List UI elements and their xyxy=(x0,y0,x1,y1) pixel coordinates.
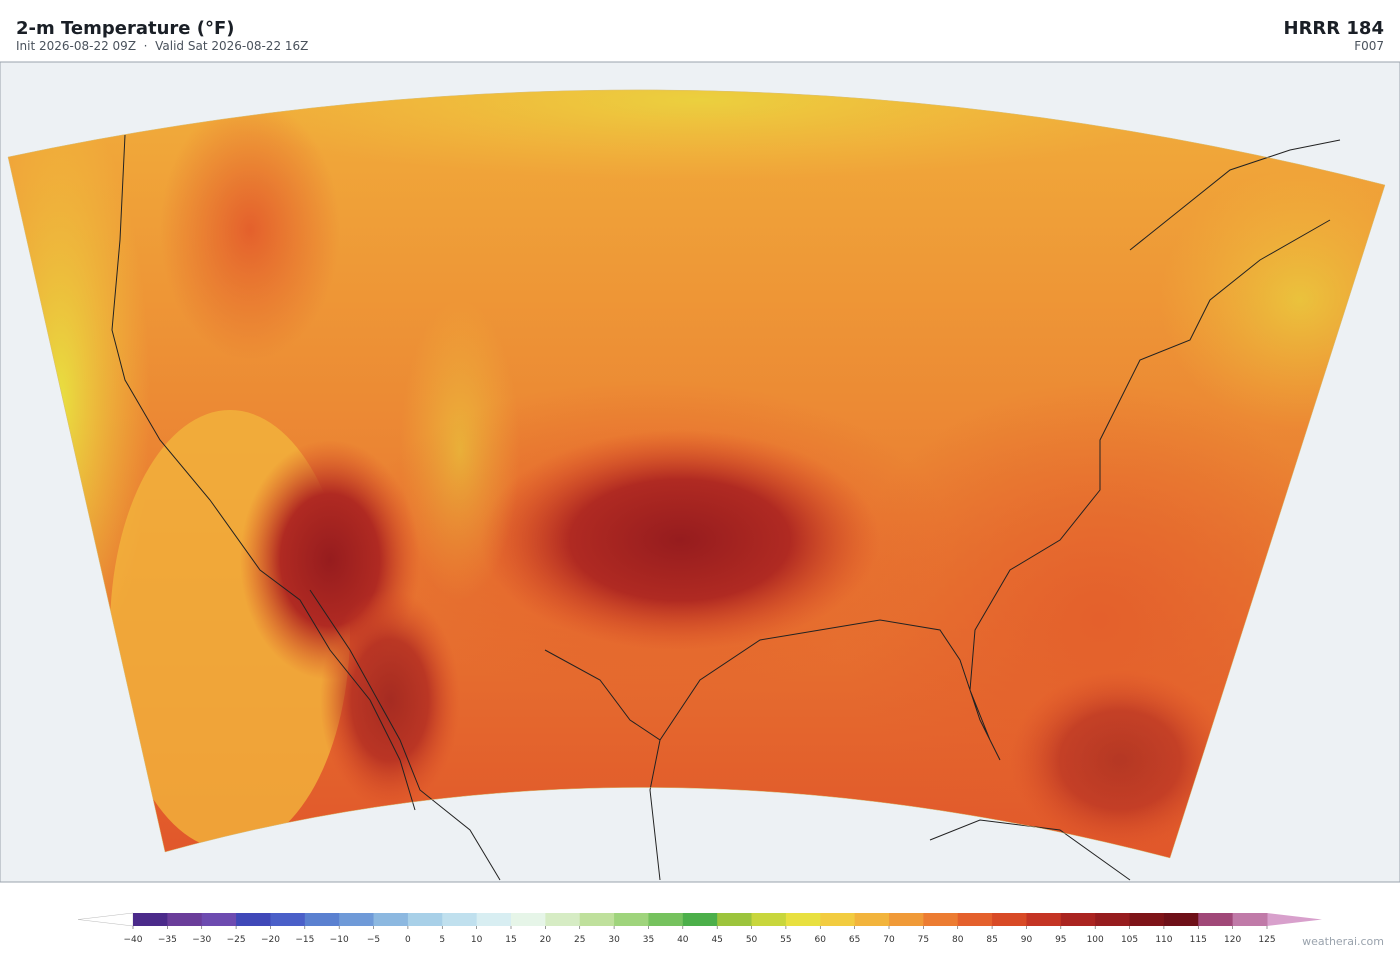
colorbar-bin xyxy=(992,913,1027,926)
colorbar-bin xyxy=(1232,913,1268,926)
colorbar-over xyxy=(1267,913,1322,926)
colorbar-tick-label: 5 xyxy=(439,935,445,945)
colorbar-tick-label: −35 xyxy=(158,935,177,945)
colorbar-bin xyxy=(854,913,890,926)
colorbar-tick-label: 65 xyxy=(849,935,860,945)
colorbar-tick-label: 115 xyxy=(1190,935,1207,945)
colorbar-bin xyxy=(511,913,546,926)
forecast-hour: F007 xyxy=(1354,39,1384,53)
colorbar-bin xyxy=(889,913,924,926)
colorbar-bin xyxy=(167,913,203,926)
colorbar-bin xyxy=(785,913,821,926)
colorbar-tick-label: 95 xyxy=(1055,935,1066,945)
colorbar-tick-label: 75 xyxy=(918,935,929,945)
colorbar-bin xyxy=(201,913,237,926)
map xyxy=(0,61,1400,883)
colorbar-tick-label: 20 xyxy=(540,935,552,945)
credit: weatherai.com xyxy=(1302,935,1384,948)
colorbar-bin xyxy=(579,913,615,926)
colorbar-bin xyxy=(373,913,409,926)
colorbar-tick-label: −5 xyxy=(367,935,380,945)
colorbar-bin xyxy=(339,913,375,926)
colorbar-tick-label: 70 xyxy=(883,935,895,945)
colorbar-bin xyxy=(1198,913,1234,926)
model: HRRR 184 xyxy=(1284,18,1385,39)
colorbar-tick-label: 0 xyxy=(405,935,411,945)
colorbar-bin xyxy=(682,913,718,926)
colorbar-tick-label: 35 xyxy=(643,935,654,945)
colorbar-tick-label: 30 xyxy=(608,935,620,945)
colorbar-tick-label: 45 xyxy=(711,935,722,945)
colorbar-bin xyxy=(957,913,993,926)
colorbar-tick-label: 80 xyxy=(952,935,964,945)
colorbar-bin xyxy=(614,913,649,926)
colorbar-bin xyxy=(407,913,443,926)
colorbar-bin xyxy=(476,913,512,926)
colorbar-tick-label: −30 xyxy=(192,935,211,945)
colorbar-bin xyxy=(236,913,271,926)
colorbar-tick-label: 50 xyxy=(746,935,758,945)
colorbar-tick-label: 110 xyxy=(1155,935,1172,945)
colorbar-tick-label: 105 xyxy=(1121,935,1138,945)
colorbar-bin xyxy=(304,913,340,926)
colorbar-bin xyxy=(751,913,787,926)
colorbar-bin xyxy=(1095,913,1131,926)
colorbar-tick-label: −10 xyxy=(330,935,349,945)
colorbar-tick-label: −20 xyxy=(261,935,280,945)
colorbar-bin xyxy=(270,913,306,926)
colorbar-bin xyxy=(1060,913,1096,926)
colorbar-bin xyxy=(820,913,856,926)
colorbar-tick-label: 85 xyxy=(986,935,997,945)
colorbar-bin xyxy=(545,913,581,926)
colorbar: −40 −35 −30 −25 −20 −15 −10 −5 0 5 10 15 20 25 30 35 40 4… xyxy=(77,912,1322,945)
colorbar-tick-label: 15 xyxy=(505,935,516,945)
colorbar-tick-label: −15 xyxy=(295,935,314,945)
colorbar-tick-label: 120 xyxy=(1224,935,1241,945)
colorbar-bin xyxy=(717,913,753,926)
colorbar-bin xyxy=(133,913,168,926)
colorbar-tick-label: −25 xyxy=(227,935,246,945)
colorbar-under xyxy=(77,912,134,927)
colorbar-tick-label: −40 xyxy=(124,935,143,945)
colorbar-tick-label: 55 xyxy=(780,935,791,945)
colorbar-bin xyxy=(1163,913,1199,926)
colorbar-tick-label: 125 xyxy=(1258,935,1275,945)
colorbar-tick-label: 25 xyxy=(574,935,585,945)
colorbar-tick-label: 90 xyxy=(1021,935,1033,945)
title: 2-m Temperature (°F) xyxy=(16,18,235,39)
colorbar-bin xyxy=(1129,913,1165,926)
colorbar-bin xyxy=(648,913,684,926)
colorbar-tick-label: 60 xyxy=(815,935,827,945)
colorbar-bin xyxy=(923,913,959,926)
colorbar-tick-label: 40 xyxy=(677,935,689,945)
colorbar-tick-label: 100 xyxy=(1087,935,1104,945)
colorbar-bin xyxy=(442,913,478,926)
subtitle: Init 2026-08-22 09Z · Valid Sat 2026-08-… xyxy=(16,39,308,53)
colorbar-bin xyxy=(1026,913,1062,926)
colorbar-tick-label: 10 xyxy=(471,935,483,945)
coastlines xyxy=(111,134,1341,881)
